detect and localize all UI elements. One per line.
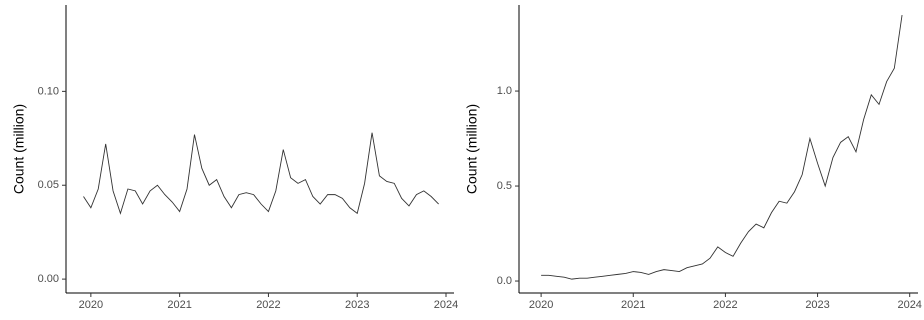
y-tick-label: 1.0 xyxy=(497,85,512,97)
y-tick-label: 0.05 xyxy=(38,179,59,191)
y-axis-label: Count (million) xyxy=(464,104,480,194)
data-line xyxy=(83,132,439,215)
x-tick-label: 2020 xyxy=(79,299,103,311)
y-tick-label: 0.5 xyxy=(497,180,512,192)
x-tick-label: 2024 xyxy=(897,299,921,311)
y-tick-label: 0.00 xyxy=(38,273,59,285)
x-tick-label: 2023 xyxy=(805,299,829,311)
y-tick-label: 0.0 xyxy=(497,275,512,287)
y-tick-label: 0.10 xyxy=(38,85,59,97)
x-tick-label: 2020 xyxy=(529,299,553,311)
x-tick-label: 2021 xyxy=(167,299,191,311)
x-tick-label: 2024 xyxy=(434,299,458,311)
x-tick-label: 2023 xyxy=(345,299,369,311)
y-axis-label: Count (million) xyxy=(11,104,27,194)
x-tick-label: 2022 xyxy=(256,299,280,311)
x-tick-label: 2021 xyxy=(621,299,645,311)
x-tick-label: 2022 xyxy=(713,299,737,311)
data-line xyxy=(541,15,903,280)
